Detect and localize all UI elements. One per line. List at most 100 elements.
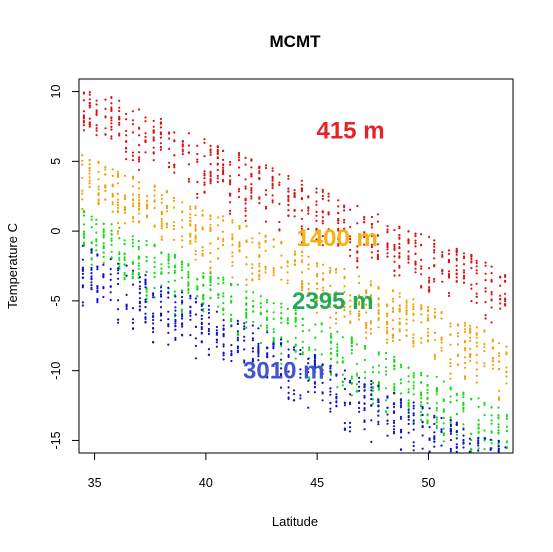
data-point [428,267,431,270]
data-point [299,394,302,397]
data-point [355,343,358,346]
data-point [167,291,170,294]
data-point [144,278,147,281]
data-point [412,422,415,425]
data-point [393,358,396,361]
data-point [420,308,423,311]
data-point [469,359,472,362]
data-point [358,410,361,413]
data-point [189,314,192,317]
data-point [322,278,325,281]
data-point [386,255,389,258]
data-point [153,261,156,264]
data-point [412,381,415,384]
data-point [392,391,396,395]
data-point [131,238,134,241]
data-point [217,216,220,219]
data-point [490,321,493,324]
data-point [505,370,508,373]
data-point [365,326,368,330]
data-point [153,256,156,259]
data-point [405,306,408,309]
data-point [315,219,318,222]
data-point [152,318,155,322]
data-point [194,325,197,328]
data-point [329,293,332,296]
data-point [385,366,388,369]
data-point [449,372,452,375]
data-point [96,290,99,293]
data-point [110,223,113,226]
data-point [181,313,184,316]
data-point [202,272,205,275]
data-point [207,322,210,325]
data-point [202,310,205,313]
data-point [152,292,155,295]
data-point [138,300,141,303]
data-point [243,327,246,330]
data-point [279,374,283,377]
data-point [412,428,415,431]
data-point [329,357,333,360]
data-point [371,398,375,401]
elevation-annotation: 1400 m [296,225,377,252]
data-point [194,249,197,252]
data-point [82,119,85,123]
data-point [209,180,212,183]
data-point [88,98,91,101]
data-point [236,349,239,352]
data-point [442,440,445,443]
data-point [335,322,338,325]
data-point [391,333,395,336]
data-point [484,279,487,282]
data-point [90,277,93,280]
data-point [174,336,177,340]
data-point [398,274,401,277]
data-point [272,345,275,348]
data-point [145,203,149,206]
data-point [349,235,352,238]
y-tick-label: -5 [49,295,63,306]
data-point [377,287,380,290]
data-point [426,396,429,399]
data-point [250,189,253,192]
data-point [152,315,155,318]
data-point [343,369,346,372]
data-point [230,313,233,316]
data-point [173,269,176,272]
data-point [475,368,478,371]
data-point [189,242,192,245]
data-point [82,232,86,235]
data-point [111,193,114,196]
data-point [491,357,494,360]
data-point [442,410,445,413]
data-point [252,305,255,308]
data-point [259,295,262,298]
data-point [433,353,436,356]
data-point [399,436,403,439]
data-point [455,276,458,279]
data-point [209,214,212,217]
data-point [138,158,141,161]
data-point [391,297,395,300]
data-point [97,193,100,196]
data-point [160,210,163,213]
data-point [463,330,467,333]
data-point [329,370,332,373]
data-point [420,371,423,374]
data-point [490,306,493,309]
data-point [349,254,352,257]
data-point [377,311,380,314]
y-tick-label: 0 [49,228,63,235]
data-point [287,370,290,373]
data-point [336,346,339,349]
data-point [377,364,380,367]
data-point [307,243,310,246]
data-point [329,335,333,338]
data-point [231,255,234,258]
data-point [201,226,204,229]
data-point [316,287,319,290]
data-point [321,364,324,367]
data-point [125,118,128,121]
data-point [398,317,401,320]
